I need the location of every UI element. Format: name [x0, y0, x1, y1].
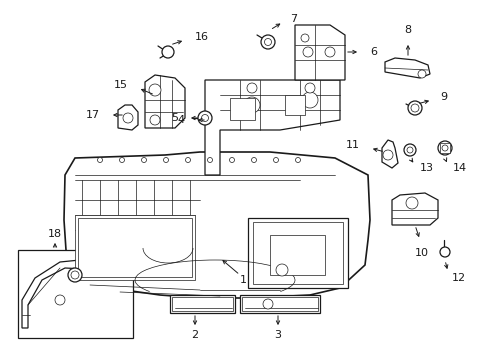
- Circle shape: [246, 83, 257, 93]
- Polygon shape: [204, 80, 339, 175]
- Bar: [240, 295, 319, 313]
- Circle shape: [55, 295, 65, 305]
- Text: 13: 13: [419, 163, 433, 173]
- Circle shape: [406, 147, 412, 153]
- Polygon shape: [22, 258, 128, 328]
- Circle shape: [244, 97, 260, 113]
- Text: 10: 10: [414, 248, 428, 258]
- Circle shape: [273, 158, 278, 162]
- Text: 16: 16: [195, 32, 208, 42]
- Circle shape: [305, 83, 314, 93]
- Text: 12: 12: [451, 273, 465, 283]
- Bar: [229, 98, 254, 120]
- Text: 4: 4: [178, 115, 184, 125]
- Bar: [439, 143, 449, 153]
- Circle shape: [437, 141, 451, 155]
- Bar: [172, 297, 232, 311]
- Circle shape: [405, 197, 417, 209]
- Circle shape: [439, 247, 449, 257]
- Polygon shape: [384, 58, 429, 78]
- Text: 3: 3: [274, 330, 281, 340]
- Circle shape: [149, 84, 161, 96]
- Text: 17: 17: [86, 110, 100, 120]
- Circle shape: [163, 158, 168, 162]
- Text: 7: 7: [289, 14, 297, 24]
- Bar: [242, 297, 317, 311]
- Circle shape: [201, 114, 208, 122]
- Circle shape: [162, 46, 174, 58]
- Circle shape: [261, 35, 274, 49]
- Bar: [75, 215, 195, 280]
- Text: 8: 8: [404, 25, 411, 35]
- Text: 14: 14: [452, 163, 466, 173]
- Polygon shape: [118, 105, 138, 130]
- Circle shape: [417, 70, 425, 78]
- Polygon shape: [294, 25, 345, 80]
- Circle shape: [229, 158, 234, 162]
- Circle shape: [325, 47, 334, 57]
- Polygon shape: [381, 140, 397, 168]
- Circle shape: [251, 158, 256, 162]
- Polygon shape: [145, 75, 184, 128]
- Circle shape: [123, 113, 133, 123]
- Circle shape: [198, 111, 212, 125]
- Bar: [247, 218, 347, 288]
- Text: 9: 9: [439, 92, 446, 102]
- Circle shape: [410, 104, 418, 112]
- Bar: [170, 295, 235, 313]
- Text: 5: 5: [171, 113, 178, 123]
- Bar: [18, 250, 133, 338]
- Circle shape: [263, 299, 272, 309]
- Bar: [269, 235, 325, 275]
- Circle shape: [141, 158, 146, 162]
- Circle shape: [150, 115, 160, 125]
- Circle shape: [303, 47, 312, 57]
- Circle shape: [407, 101, 421, 115]
- Circle shape: [68, 268, 82, 282]
- Circle shape: [207, 158, 212, 162]
- Circle shape: [97, 158, 102, 162]
- Circle shape: [302, 92, 317, 108]
- Polygon shape: [64, 152, 369, 298]
- Text: 18: 18: [48, 229, 62, 239]
- Circle shape: [185, 158, 190, 162]
- Circle shape: [441, 145, 447, 151]
- Text: 11: 11: [346, 140, 359, 150]
- Text: 2: 2: [191, 330, 198, 340]
- Bar: [78, 218, 192, 277]
- Text: 6: 6: [369, 47, 376, 57]
- Circle shape: [119, 158, 124, 162]
- Circle shape: [71, 271, 79, 279]
- Bar: [285, 95, 305, 115]
- Bar: [252, 222, 342, 284]
- Circle shape: [403, 144, 415, 156]
- Circle shape: [382, 150, 392, 160]
- Circle shape: [275, 264, 287, 276]
- Text: 15: 15: [114, 80, 128, 90]
- Circle shape: [301, 34, 308, 42]
- Text: 1: 1: [240, 275, 246, 285]
- Polygon shape: [391, 193, 437, 225]
- Circle shape: [295, 158, 300, 162]
- Circle shape: [264, 39, 271, 45]
